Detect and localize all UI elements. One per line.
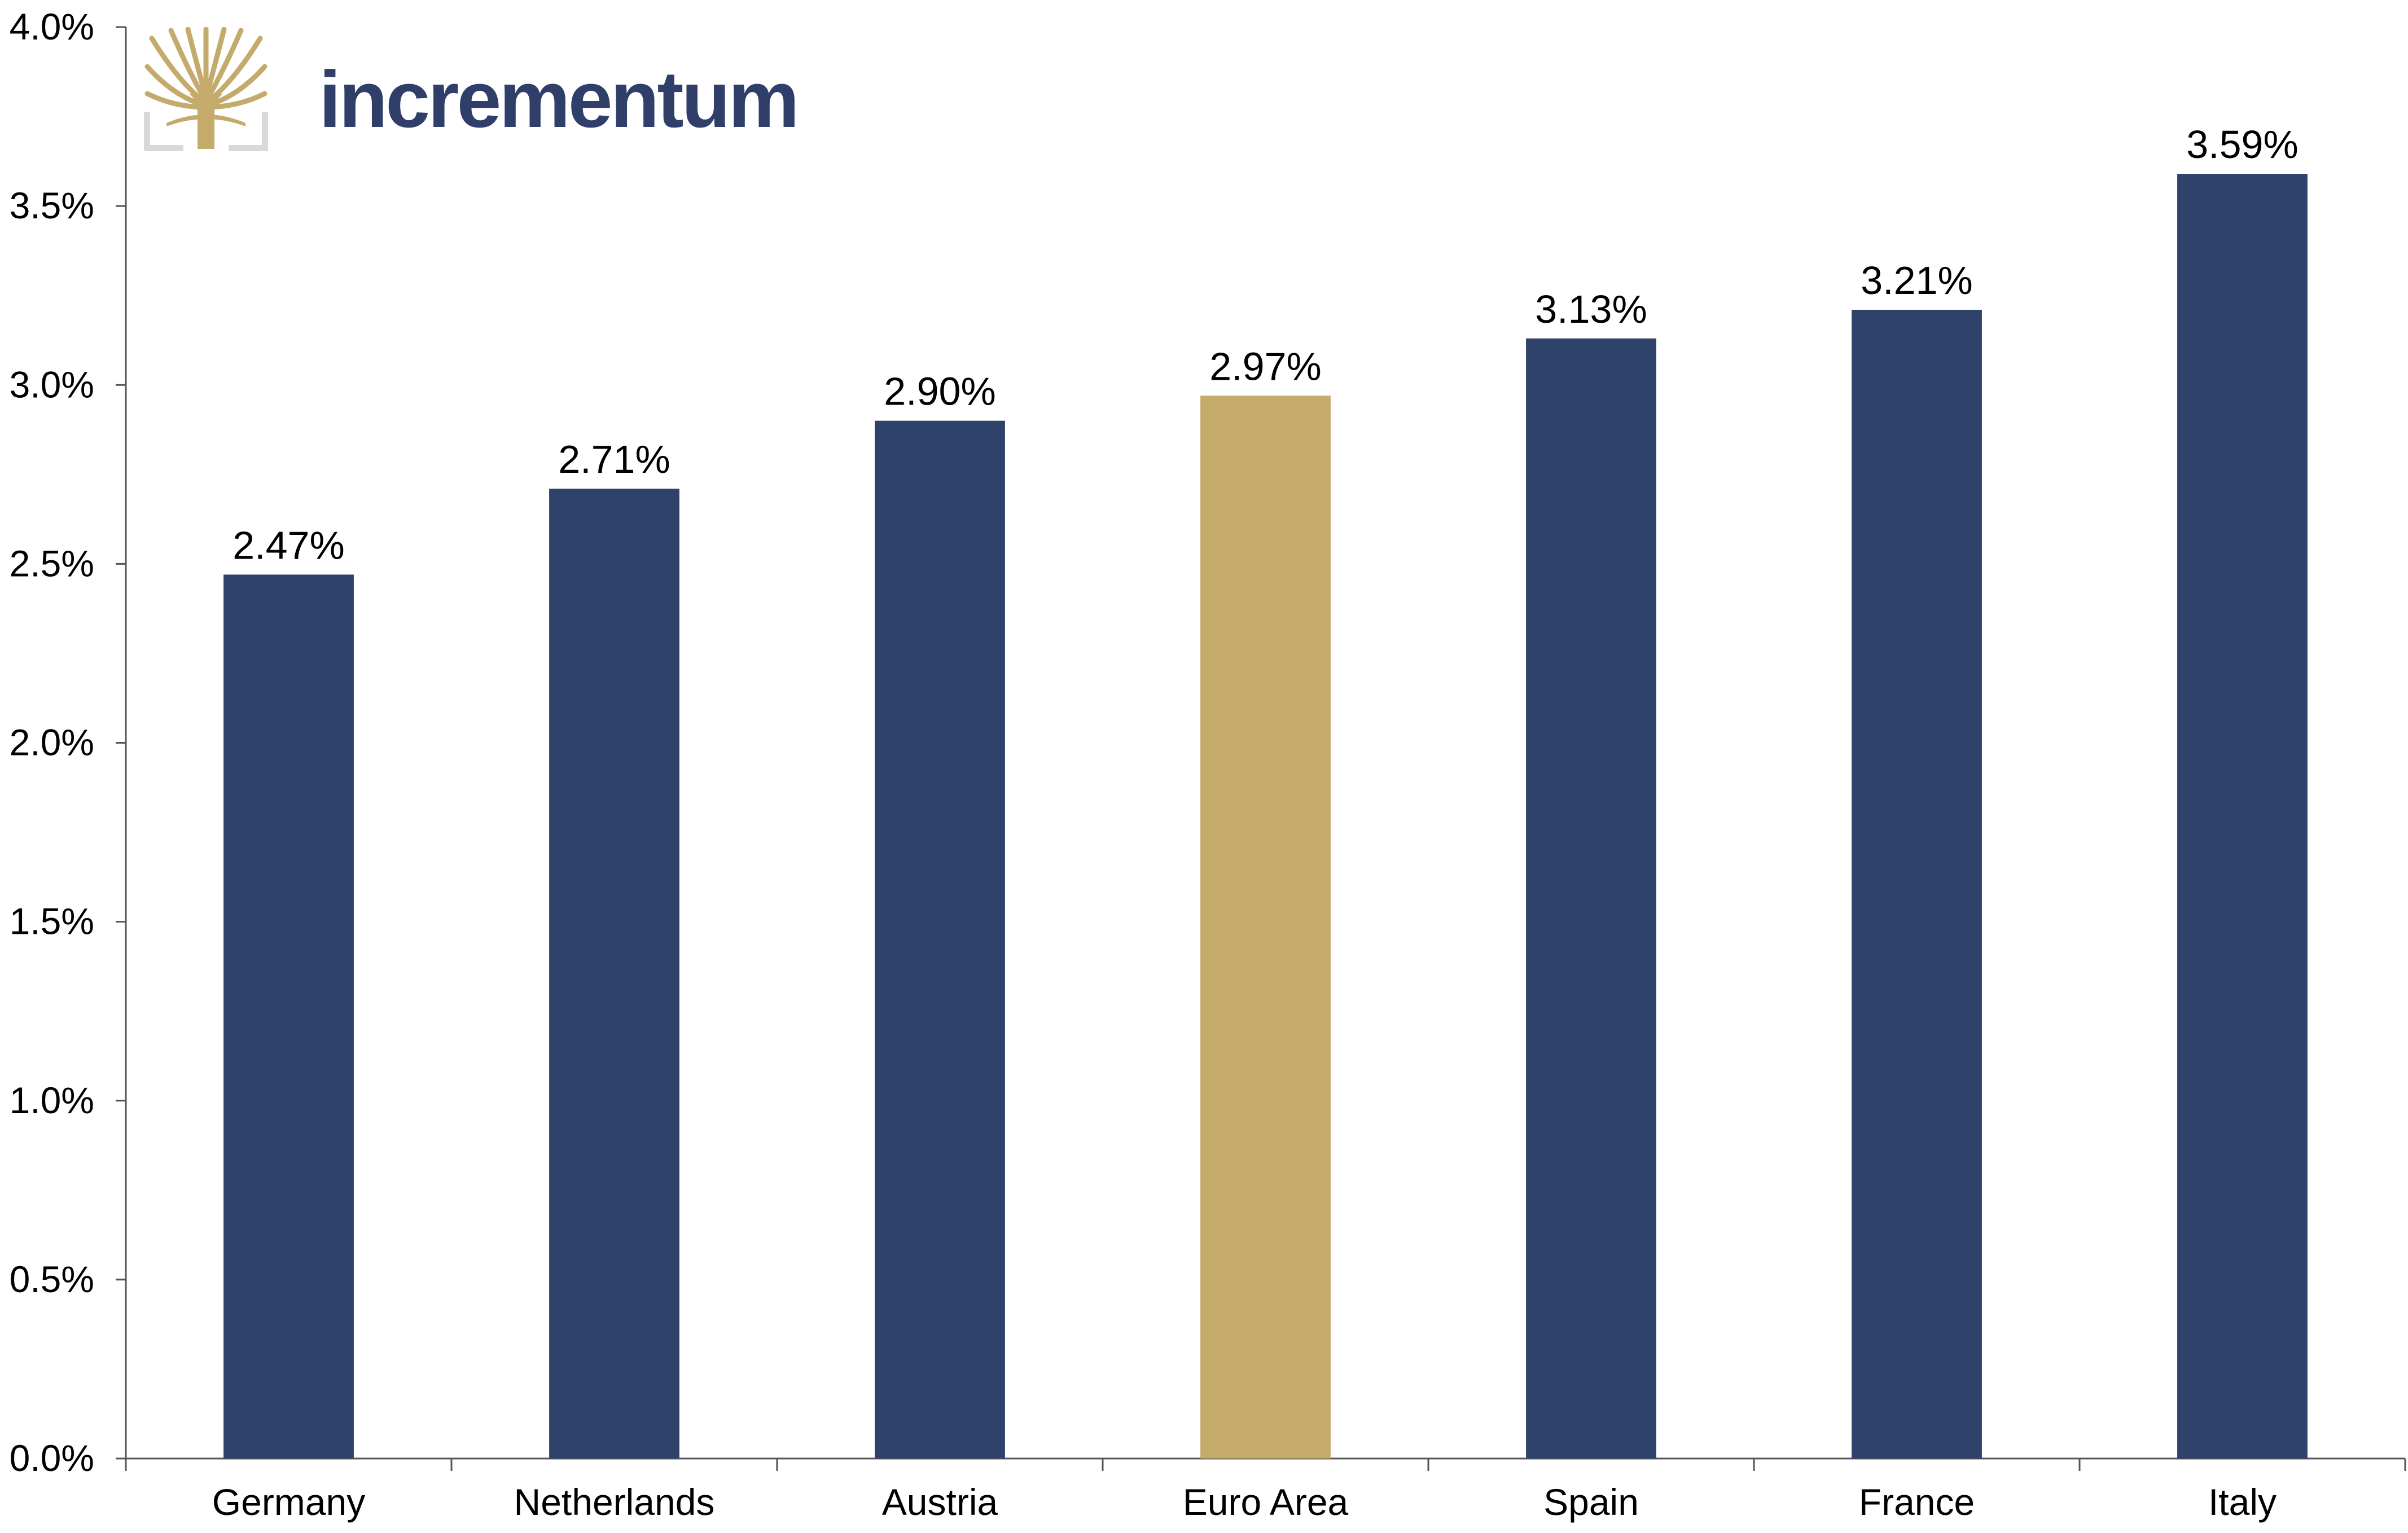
- bar-austria: [875, 420, 1005, 1459]
- tree-logo-icon: [144, 27, 268, 151]
- y-tick-label: 2.5%: [10, 542, 94, 584]
- brand-name: incrementum: [319, 55, 800, 144]
- y-tick-label: 0.5%: [10, 1258, 94, 1300]
- x-tick-label: Spain: [1543, 1481, 1639, 1523]
- y-tick-label: 3.5%: [10, 185, 94, 226]
- x-tick-label: Italy: [2208, 1481, 2277, 1523]
- data-label: 2.71%: [558, 437, 670, 481]
- y-tick-label: 1.0%: [10, 1079, 94, 1121]
- y-tick-label: 1.5%: [10, 901, 94, 942]
- y-tick-label: 4.0%: [10, 6, 94, 47]
- data-label: 2.97%: [1209, 344, 1321, 388]
- bar-spain: [1526, 338, 1656, 1459]
- data-label: 2.90%: [884, 370, 995, 414]
- x-tick-label: Euro Area: [1183, 1481, 1349, 1523]
- bar-france: [1852, 310, 1982, 1459]
- x-tick-label: Germany: [212, 1481, 365, 1523]
- data-labels: 2.47% 2.71% 2.90% 2.97% 3.13% 3.21% 3.59%: [233, 122, 2298, 567]
- data-label: 3.21%: [1861, 258, 1972, 302]
- bar-germany: [223, 574, 354, 1459]
- x-tick-label: Austria: [882, 1481, 998, 1523]
- y-tick-label: 0.0%: [10, 1437, 94, 1479]
- x-tick-label: France: [1859, 1481, 1975, 1523]
- bars: [223, 174, 2308, 1459]
- data-label: 3.59%: [2186, 122, 2298, 166]
- bar-italy: [2177, 174, 2308, 1459]
- y-axis: 0.0% 0.5% 1.0% 1.5% 2.0% 2.5% 3.0% 3.5% 4.0%: [10, 6, 127, 1479]
- x-tick-label: Netherlands: [514, 1481, 715, 1523]
- data-label: 2.47%: [233, 523, 344, 567]
- data-label: 3.13%: [1535, 287, 1647, 331]
- bar-netherlands: [549, 489, 679, 1459]
- bar-euro-area: [1200, 396, 1331, 1459]
- x-axis: Germany Netherlands Austria Euro Area Spain F…: [125, 1457, 2406, 1523]
- y-tick-label: 3.0%: [10, 363, 94, 405]
- y-tick-label: 2.0%: [10, 722, 94, 763]
